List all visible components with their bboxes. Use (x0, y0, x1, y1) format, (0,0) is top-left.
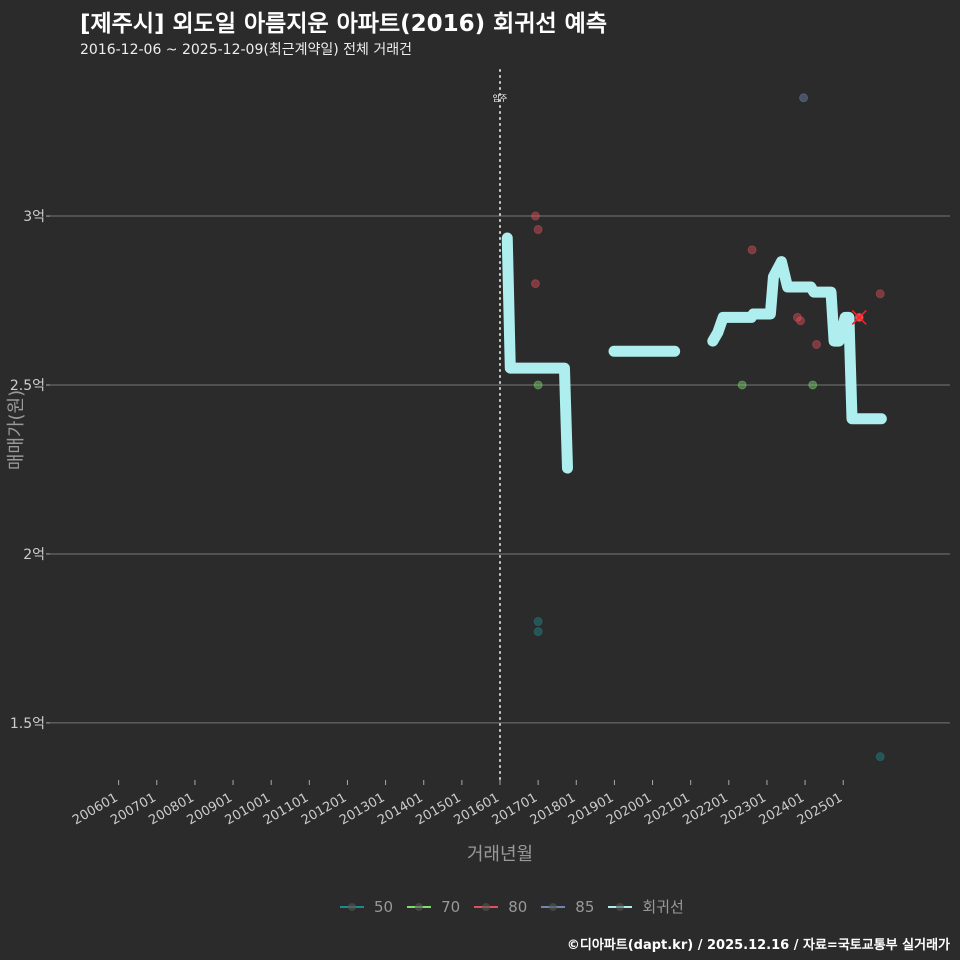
legend-item-80: 80 (474, 898, 527, 916)
data-point-80 (796, 316, 806, 326)
x-axis-label: 거래년월 (467, 844, 533, 865)
y-tick-label: 1.5억 (10, 716, 45, 732)
legend-item-85: 85 (541, 898, 594, 916)
data-point-50 (875, 752, 885, 762)
y-axis-label: 매매가(원) (6, 390, 27, 470)
regression-line (501, 232, 573, 474)
move-in-label: 입주 (493, 94, 508, 103)
source-caption: ©디아파트(dapt.kr) / 2025.12.16 / 자료=국토교통부 실… (566, 938, 950, 953)
y-tick-label: 2.5억 (10, 378, 45, 394)
legend-label: 50 (374, 897, 394, 916)
legend-key-icon (474, 902, 499, 911)
data-point-50 (533, 627, 543, 637)
legend-item-70: 70 (407, 898, 460, 916)
legend: 50 70 80 85 회귀선 (340, 896, 684, 917)
data-point-80 (530, 279, 540, 289)
legend-key-icon (407, 902, 432, 911)
y-tick-label: 3억 (23, 209, 45, 225)
data-point-80 (533, 225, 543, 235)
legend-label: 70 (441, 897, 461, 916)
legend-key-icon (608, 902, 633, 911)
legend-item-회귀선: 회귀선 (608, 896, 684, 917)
data-point-70 (808, 380, 818, 390)
data-point-70 (533, 380, 543, 390)
data-point-80 (812, 339, 822, 349)
legend-key-icon (541, 902, 566, 911)
y-tick-label: 2억 (23, 547, 45, 563)
data-point-80 (792, 312, 802, 322)
data-point-50 (533, 617, 543, 627)
data-point-70 (737, 380, 747, 390)
legend-label: 85 (575, 897, 595, 916)
chart-title: [제주시] 외도일 아름지운 아파트(2016) 회귀선 예측 (80, 11, 607, 37)
legend-key-icon (340, 902, 364, 911)
legend-label: 회귀선 (642, 898, 684, 916)
data-point-80 (530, 211, 540, 221)
chart-subtitle: 2016-12-06 ~ 2025-12-09(최근계약일) 전체 거래건 (80, 42, 412, 58)
latest-marker-icon (851, 309, 867, 325)
legend-item-50: 50 (340, 898, 393, 916)
legend-label: 80 (508, 897, 528, 916)
data-point-80 (875, 289, 885, 299)
data-point-80 (747, 245, 757, 255)
regression-line (707, 256, 887, 425)
data-point-85 (799, 93, 809, 103)
